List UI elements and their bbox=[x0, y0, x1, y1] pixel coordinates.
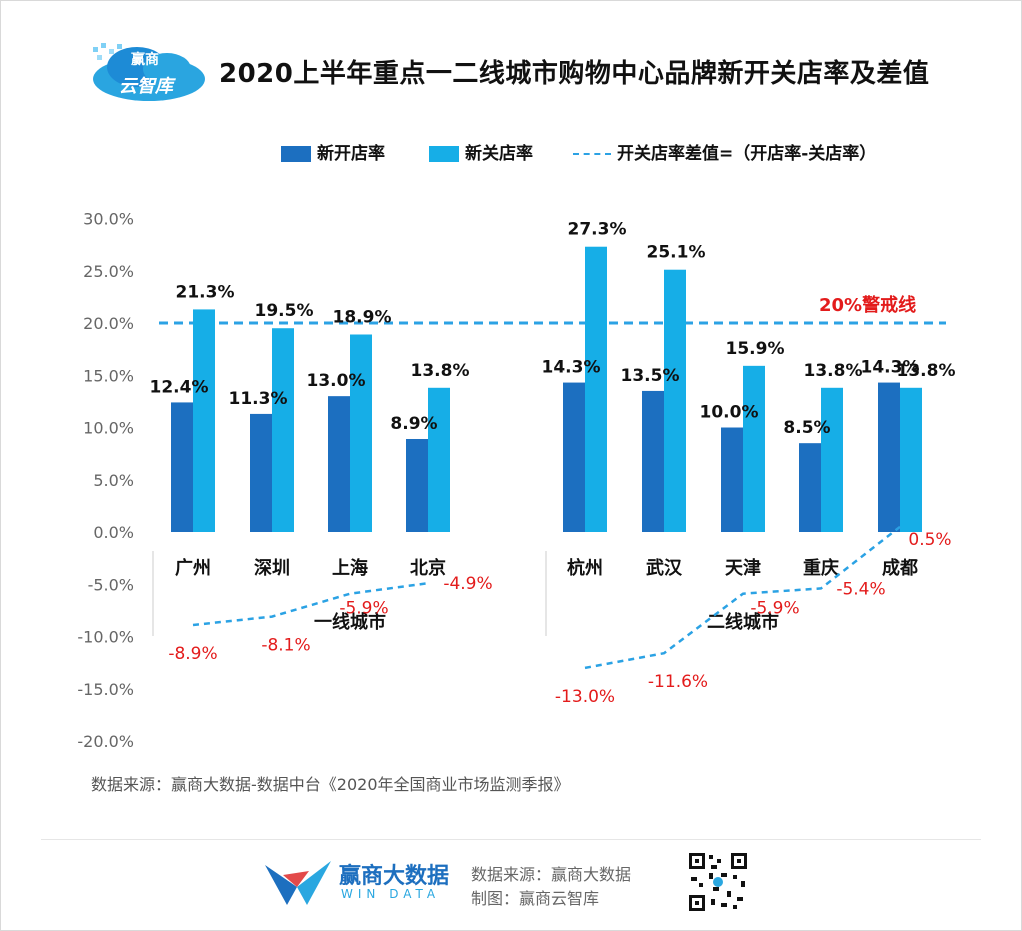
warning-label: 20%警戒线 bbox=[819, 294, 916, 316]
legend-close-label: 新关店率 bbox=[465, 144, 533, 164]
footer-maker: 制图：赢商云智库 bbox=[471, 889, 600, 908]
y-tick-label: 5.0% bbox=[93, 471, 134, 490]
bar-close-label: 25.1% bbox=[647, 243, 706, 263]
cloud-logo-icon bbox=[93, 43, 205, 101]
logo-line2: 云智库 bbox=[119, 76, 173, 97]
diff-point-label: 0.5% bbox=[908, 530, 951, 550]
footer-brand-sub: WIN DATA bbox=[341, 887, 441, 901]
bar-close-label: 18.9% bbox=[333, 307, 392, 327]
source-note: 数据来源：赢商大数据-数据中台《2020年全国商业市场监测季报》 bbox=[91, 775, 570, 794]
y-tick-label: 0.0% bbox=[93, 523, 134, 542]
bar-open bbox=[878, 382, 900, 532]
footer-divider bbox=[41, 839, 981, 840]
y-tick-label: -10.0% bbox=[77, 628, 134, 647]
bar-close-label: 21.3% bbox=[176, 282, 235, 302]
legend-diff-swatch bbox=[573, 153, 611, 155]
diff-point-label: -13.0% bbox=[555, 687, 615, 707]
diff-point-label: -5.9% bbox=[750, 599, 799, 619]
bar-open bbox=[328, 396, 350, 532]
chart-title: 2020上半年重点一二线城市购物中心品牌新开关店率及差值 bbox=[219, 59, 930, 89]
legend-open-swatch bbox=[281, 146, 311, 162]
category-label: 武汉 bbox=[646, 558, 683, 579]
bar-open bbox=[406, 438, 428, 532]
bar-close bbox=[428, 387, 450, 532]
bar-open-label: 12.4% bbox=[150, 377, 209, 397]
y-tick-label: 20.0% bbox=[83, 314, 134, 333]
bar-close bbox=[193, 309, 215, 532]
y-tick-label: 30.0% bbox=[83, 210, 134, 229]
category-label: 杭州 bbox=[567, 557, 603, 579]
diff-line-tier1 bbox=[192, 581, 429, 627]
category-label: 成都 bbox=[882, 557, 918, 579]
bar-open bbox=[171, 402, 193, 532]
bar-close bbox=[821, 387, 843, 532]
diff-line-tier2 bbox=[584, 525, 901, 670]
group-label-tier1: 一线城市 bbox=[314, 611, 386, 633]
y-tick-label: -15.0% bbox=[77, 680, 134, 699]
bar-line-chart: 30.0% 25.0% 20.0% 15.0% 10.0% 5.0% 0.0% -5.0% -1… bbox=[77, 210, 956, 752]
bar-open bbox=[642, 390, 664, 532]
bar-open bbox=[250, 413, 272, 532]
diff-point-label: -8.9% bbox=[168, 644, 217, 664]
category-label: 深圳 bbox=[254, 557, 290, 579]
diff-point-label: -11.6% bbox=[648, 672, 708, 692]
bar-close bbox=[350, 334, 372, 532]
windata-logo-icon bbox=[265, 861, 331, 905]
category-label: 天津 bbox=[725, 557, 761, 579]
category-label: 重庆 bbox=[803, 557, 839, 579]
y-tick-label: -5.0% bbox=[88, 575, 134, 594]
bar-open-label: 10.0% bbox=[700, 403, 759, 423]
bar-close bbox=[585, 246, 607, 532]
qr-code-icon bbox=[687, 851, 749, 913]
diff-point-label: -5.4% bbox=[836, 579, 885, 599]
bar-close-label: 13.8% bbox=[804, 361, 863, 381]
bar-close-label: 27.3% bbox=[568, 220, 627, 240]
bar-close bbox=[272, 328, 294, 532]
legend-diff-label: 开关店率差值=（开店率-关店率） bbox=[617, 144, 877, 164]
bar-open-label: 13.5% bbox=[621, 366, 680, 386]
bar-close-label: 15.9% bbox=[726, 339, 785, 359]
footer-brand: 赢商大数据 bbox=[339, 864, 450, 889]
y-tick-label: -20.0% bbox=[77, 732, 134, 751]
y-tick-label: 25.0% bbox=[83, 262, 134, 281]
bar-close-label: 19.5% bbox=[255, 301, 314, 321]
bar-open-label: 14.3% bbox=[861, 358, 920, 378]
bar-close-label: 13.8% bbox=[411, 361, 470, 381]
bar-open bbox=[563, 382, 585, 532]
bar-open-label: 11.3% bbox=[229, 389, 288, 409]
footer-source: 数据来源：赢商大数据 bbox=[471, 865, 632, 884]
category-label: 上海 bbox=[332, 557, 368, 579]
logo-line1: 赢商 bbox=[131, 52, 159, 68]
diff-point-label: -5.9% bbox=[339, 599, 388, 619]
bar-close-label: 13.8% bbox=[897, 361, 956, 381]
diff-point-label: -8.1% bbox=[261, 636, 310, 656]
diff-point-label: -4.9% bbox=[443, 574, 492, 594]
bar-open bbox=[721, 427, 743, 532]
bar-open-label: 8.5% bbox=[783, 418, 830, 438]
bar-open-label: 14.3% bbox=[542, 358, 601, 378]
legend-close-swatch bbox=[429, 146, 459, 162]
bar-close bbox=[664, 269, 686, 532]
bar-close bbox=[900, 387, 922, 532]
bar-open-label: 8.9% bbox=[390, 414, 437, 434]
y-tick-label: 15.0% bbox=[83, 366, 134, 385]
y-tick-label: 10.0% bbox=[83, 419, 134, 438]
category-label: 广州 bbox=[175, 557, 211, 579]
group-label-tier2: 二线城市 bbox=[707, 611, 779, 633]
legend-open-label: 新开店率 bbox=[317, 144, 385, 164]
bar-close bbox=[743, 365, 765, 532]
bar-open bbox=[799, 443, 821, 532]
category-label: 北京 bbox=[410, 557, 446, 579]
bar-open-label: 13.0% bbox=[307, 371, 366, 391]
